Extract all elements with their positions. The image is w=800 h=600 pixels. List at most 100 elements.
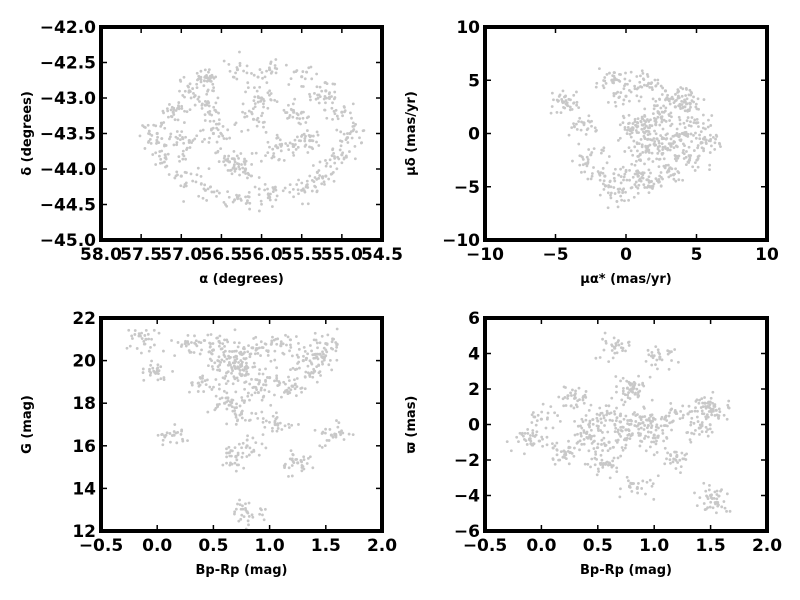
data-point <box>651 436 655 440</box>
data-point <box>325 161 329 165</box>
data-point <box>259 99 263 103</box>
data-point <box>659 424 663 428</box>
data-point <box>582 123 586 127</box>
data-point <box>675 159 678 163</box>
data-point <box>296 113 300 117</box>
data-point <box>598 178 602 182</box>
data-point <box>261 395 265 399</box>
data-point <box>338 148 342 152</box>
data-point <box>698 496 702 500</box>
data-point <box>648 123 652 127</box>
data-point <box>657 165 661 169</box>
data-point <box>666 424 669 428</box>
data-point <box>616 438 620 442</box>
data-point <box>638 389 642 393</box>
data-point <box>710 497 714 500</box>
data-point <box>222 59 226 63</box>
data-point <box>240 410 243 414</box>
data-point <box>604 81 608 85</box>
data-point <box>696 420 700 423</box>
data-point <box>602 86 606 90</box>
data-point <box>564 457 568 461</box>
data-point <box>692 421 696 425</box>
data-point <box>172 113 176 116</box>
data-point <box>217 359 221 363</box>
x-tick-label: 58.0 <box>80 245 122 265</box>
data-point <box>238 373 242 376</box>
data-point <box>620 398 624 402</box>
data-point <box>676 88 680 92</box>
data-point <box>210 127 213 131</box>
data-point <box>630 162 634 166</box>
data-point <box>311 375 315 379</box>
data-point <box>657 139 661 143</box>
data-point <box>318 174 322 177</box>
data-point <box>310 77 314 81</box>
data-point <box>593 456 597 460</box>
data-point <box>570 126 574 130</box>
data-point <box>200 348 203 352</box>
data-point <box>647 168 651 172</box>
data-point <box>288 113 292 117</box>
data-point <box>690 140 694 143</box>
data-point <box>260 398 264 402</box>
data-point <box>236 197 240 201</box>
data-point <box>685 102 688 106</box>
data-point <box>669 408 673 412</box>
data-point <box>157 331 161 335</box>
data-point <box>287 83 291 86</box>
data-point <box>300 181 304 185</box>
data-point <box>626 386 629 390</box>
data-point <box>232 165 236 168</box>
data-point <box>619 487 622 491</box>
data-point <box>636 175 640 178</box>
data-point <box>198 375 202 379</box>
data-point <box>699 426 702 430</box>
data-point <box>628 99 631 103</box>
data-point <box>287 103 290 107</box>
data-point <box>654 132 658 136</box>
data-point <box>193 137 197 141</box>
data-point <box>708 483 711 487</box>
chart-panel-1: 58.057.557.056.556.055.555.054.5−45.0−44… <box>20 18 403 287</box>
data-point <box>342 132 346 136</box>
data-point <box>141 367 145 371</box>
data-point <box>695 117 699 121</box>
data-point <box>687 124 691 127</box>
data-point <box>668 351 672 354</box>
data-point <box>573 397 576 400</box>
data-point <box>251 117 256 121</box>
data-point <box>199 69 203 73</box>
data-point <box>270 339 274 343</box>
data-point <box>696 146 700 150</box>
data-point <box>202 390 206 393</box>
data-point <box>675 127 679 131</box>
data-point <box>333 155 336 158</box>
data-point <box>307 456 310 460</box>
data-point <box>171 110 175 114</box>
data-point <box>341 114 344 118</box>
data-point <box>608 179 612 183</box>
data-point <box>555 441 559 445</box>
data-point <box>302 345 306 349</box>
data-point <box>260 442 264 446</box>
data-point <box>251 515 255 519</box>
data-point <box>158 154 161 158</box>
data-point <box>636 191 640 195</box>
data-point <box>146 123 150 127</box>
data-point <box>254 335 258 339</box>
data-point <box>206 378 209 382</box>
data-point <box>616 205 620 209</box>
data-point <box>268 93 271 97</box>
data-point <box>624 414 628 418</box>
data-point <box>629 90 633 94</box>
data-point <box>218 341 222 345</box>
data-point <box>321 350 324 354</box>
data-point <box>584 414 588 417</box>
data-point <box>666 132 669 136</box>
data-point <box>224 382 228 386</box>
data-point <box>239 352 242 356</box>
data-point <box>315 85 319 89</box>
data-point <box>246 81 250 85</box>
data-point <box>661 145 665 149</box>
